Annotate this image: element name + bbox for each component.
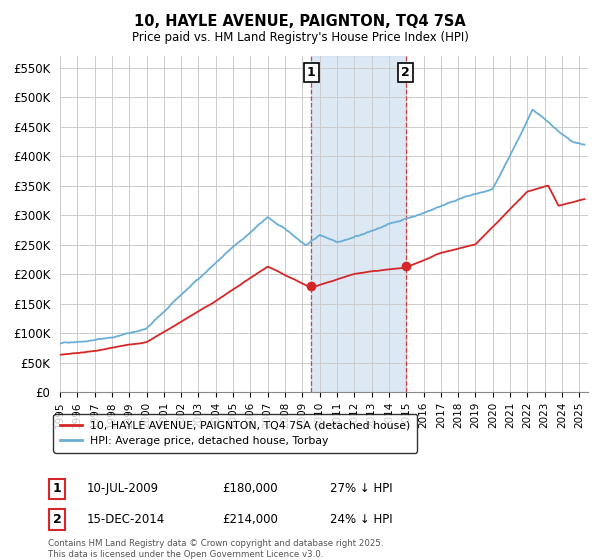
Text: 10, HAYLE AVENUE, PAIGNTON, TQ4 7SA: 10, HAYLE AVENUE, PAIGNTON, TQ4 7SA: [134, 14, 466, 29]
Text: 10-JUL-2009: 10-JUL-2009: [87, 482, 159, 496]
Text: £214,000: £214,000: [222, 513, 278, 526]
Text: Contains HM Land Registry data © Crown copyright and database right 2025.
This d: Contains HM Land Registry data © Crown c…: [48, 539, 383, 559]
Bar: [311, 56, 406, 392]
Text: 2: 2: [53, 513, 61, 526]
Text: Price paid vs. HM Land Registry's House Price Index (HPI): Price paid vs. HM Land Registry's House …: [131, 31, 469, 44]
Text: 1: 1: [53, 482, 61, 496]
Text: 15-DEC-2014: 15-DEC-2014: [87, 513, 165, 526]
Text: 1: 1: [307, 66, 316, 79]
Text: 24% ↓ HPI: 24% ↓ HPI: [330, 513, 392, 526]
Text: 27% ↓ HPI: 27% ↓ HPI: [330, 482, 392, 496]
Text: 2: 2: [401, 66, 410, 79]
Legend: 10, HAYLE AVENUE, PAIGNTON, TQ4 7SA (detached house), HPI: Average price, detach: 10, HAYLE AVENUE, PAIGNTON, TQ4 7SA (det…: [53, 414, 417, 452]
Text: £180,000: £180,000: [222, 482, 278, 496]
